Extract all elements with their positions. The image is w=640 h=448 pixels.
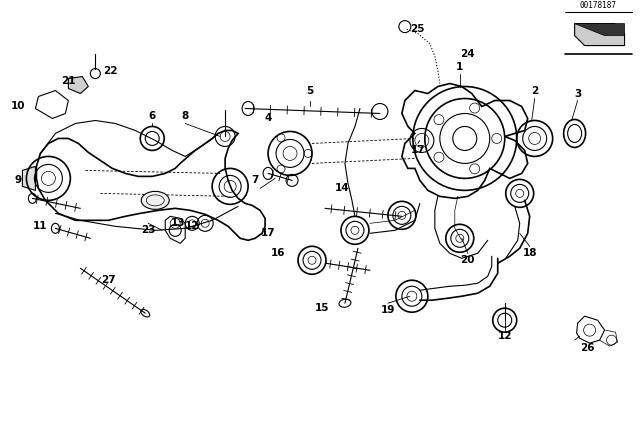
Text: 23: 23 bbox=[141, 225, 156, 235]
Polygon shape bbox=[575, 24, 625, 46]
Text: 18: 18 bbox=[522, 248, 537, 258]
Text: 21: 21 bbox=[61, 76, 76, 86]
Text: 3: 3 bbox=[574, 89, 581, 99]
Text: 1: 1 bbox=[456, 61, 463, 72]
Text: 14: 14 bbox=[335, 183, 349, 194]
Polygon shape bbox=[68, 77, 88, 94]
Text: 19: 19 bbox=[381, 305, 395, 315]
Text: 12: 12 bbox=[185, 221, 200, 231]
Text: 11: 11 bbox=[33, 221, 47, 231]
Text: 00178187: 00178187 bbox=[579, 1, 616, 10]
Text: 16: 16 bbox=[271, 248, 285, 258]
Text: 13: 13 bbox=[171, 218, 186, 228]
Ellipse shape bbox=[141, 191, 169, 209]
Text: 6: 6 bbox=[148, 112, 156, 121]
Text: 22: 22 bbox=[103, 65, 118, 76]
Text: 5: 5 bbox=[307, 86, 314, 95]
Polygon shape bbox=[22, 166, 35, 190]
Text: 17: 17 bbox=[260, 228, 275, 238]
Text: 26: 26 bbox=[580, 343, 595, 353]
Polygon shape bbox=[575, 24, 625, 35]
Text: 15: 15 bbox=[315, 303, 329, 313]
Text: 20: 20 bbox=[461, 255, 475, 265]
Text: 2: 2 bbox=[531, 86, 538, 95]
Text: 8: 8 bbox=[182, 112, 189, 121]
Text: 10: 10 bbox=[11, 102, 26, 112]
Text: 17: 17 bbox=[410, 146, 425, 155]
Text: 4: 4 bbox=[264, 113, 272, 124]
Text: 25: 25 bbox=[411, 24, 425, 34]
Text: 24: 24 bbox=[460, 48, 475, 59]
Text: 7: 7 bbox=[252, 175, 259, 185]
Text: 9: 9 bbox=[15, 175, 22, 185]
Text: 12: 12 bbox=[497, 331, 512, 341]
Text: 27: 27 bbox=[101, 275, 116, 285]
